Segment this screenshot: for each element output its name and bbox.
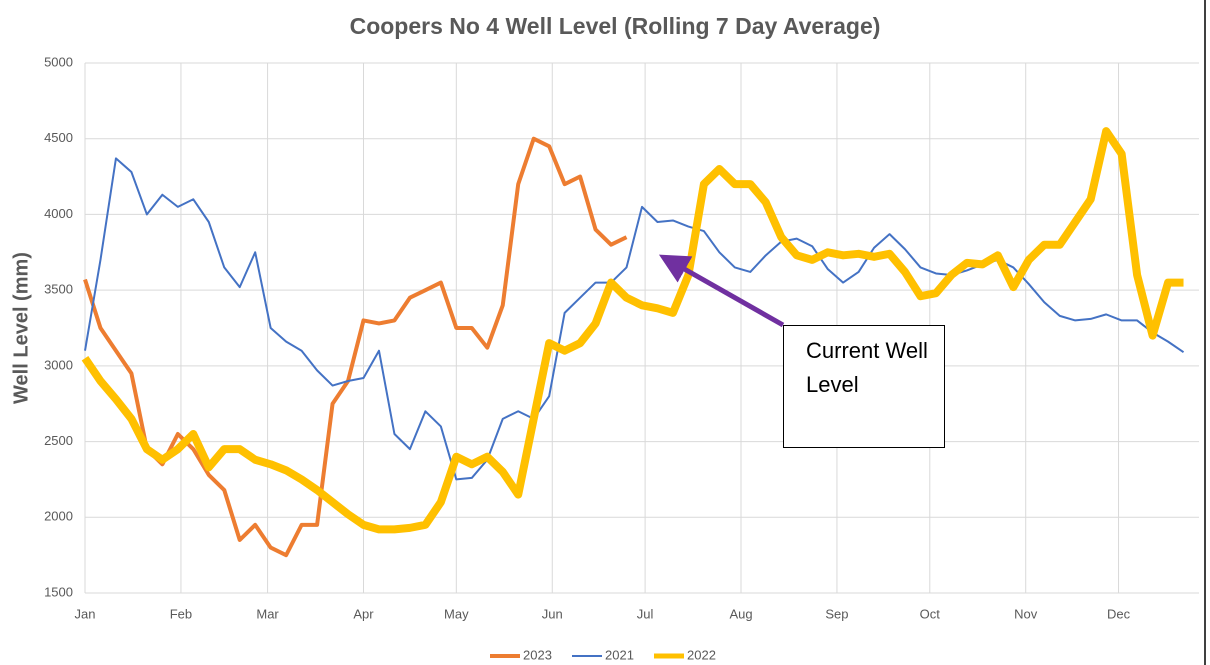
x-tick-label: Oct: [920, 606, 941, 621]
annotation-box: Current Well Level: [783, 325, 945, 448]
legend-label: 2022: [687, 647, 716, 662]
y-tick-label: 4500: [44, 130, 73, 145]
y-tick-label: 2500: [44, 433, 73, 448]
x-tick-label: Mar: [256, 606, 279, 621]
y-tick-label: 3500: [44, 282, 73, 297]
x-tick-label: Jun: [542, 606, 563, 621]
series-line: [81, 127, 1184, 534]
x-tick-label: Sep: [825, 606, 848, 621]
x-tick-label: May: [444, 606, 469, 621]
y-tick-label: 4000: [44, 206, 73, 221]
x-tick-label: Nov: [1014, 606, 1038, 621]
x-tick-label: Dec: [1107, 606, 1131, 621]
y-axis-label: Well Level (mm): [10, 252, 32, 404]
x-tick-label: Feb: [170, 606, 192, 621]
x-tick-label: Jul: [637, 606, 654, 621]
y-tick-label: 5000: [44, 54, 73, 69]
series-line: [83, 136, 628, 558]
x-tick-label: Jan: [75, 606, 96, 621]
legend-label: 2023: [523, 647, 552, 662]
grid: [84, 62, 1199, 594]
legend-label: 2021: [605, 647, 634, 662]
y-tick-label: 3000: [44, 357, 73, 372]
chart-title: Coopers No 4 Well Level (Rolling 7 Day A…: [350, 13, 881, 39]
y-tick-label: 2000: [44, 509, 73, 524]
x-tick-label: Aug: [729, 606, 752, 621]
series-line: [84, 157, 1185, 481]
x-tick-label: Apr: [353, 606, 374, 621]
y-tick-label: 1500: [44, 584, 73, 599]
annotation-arrow: [658, 254, 785, 328]
